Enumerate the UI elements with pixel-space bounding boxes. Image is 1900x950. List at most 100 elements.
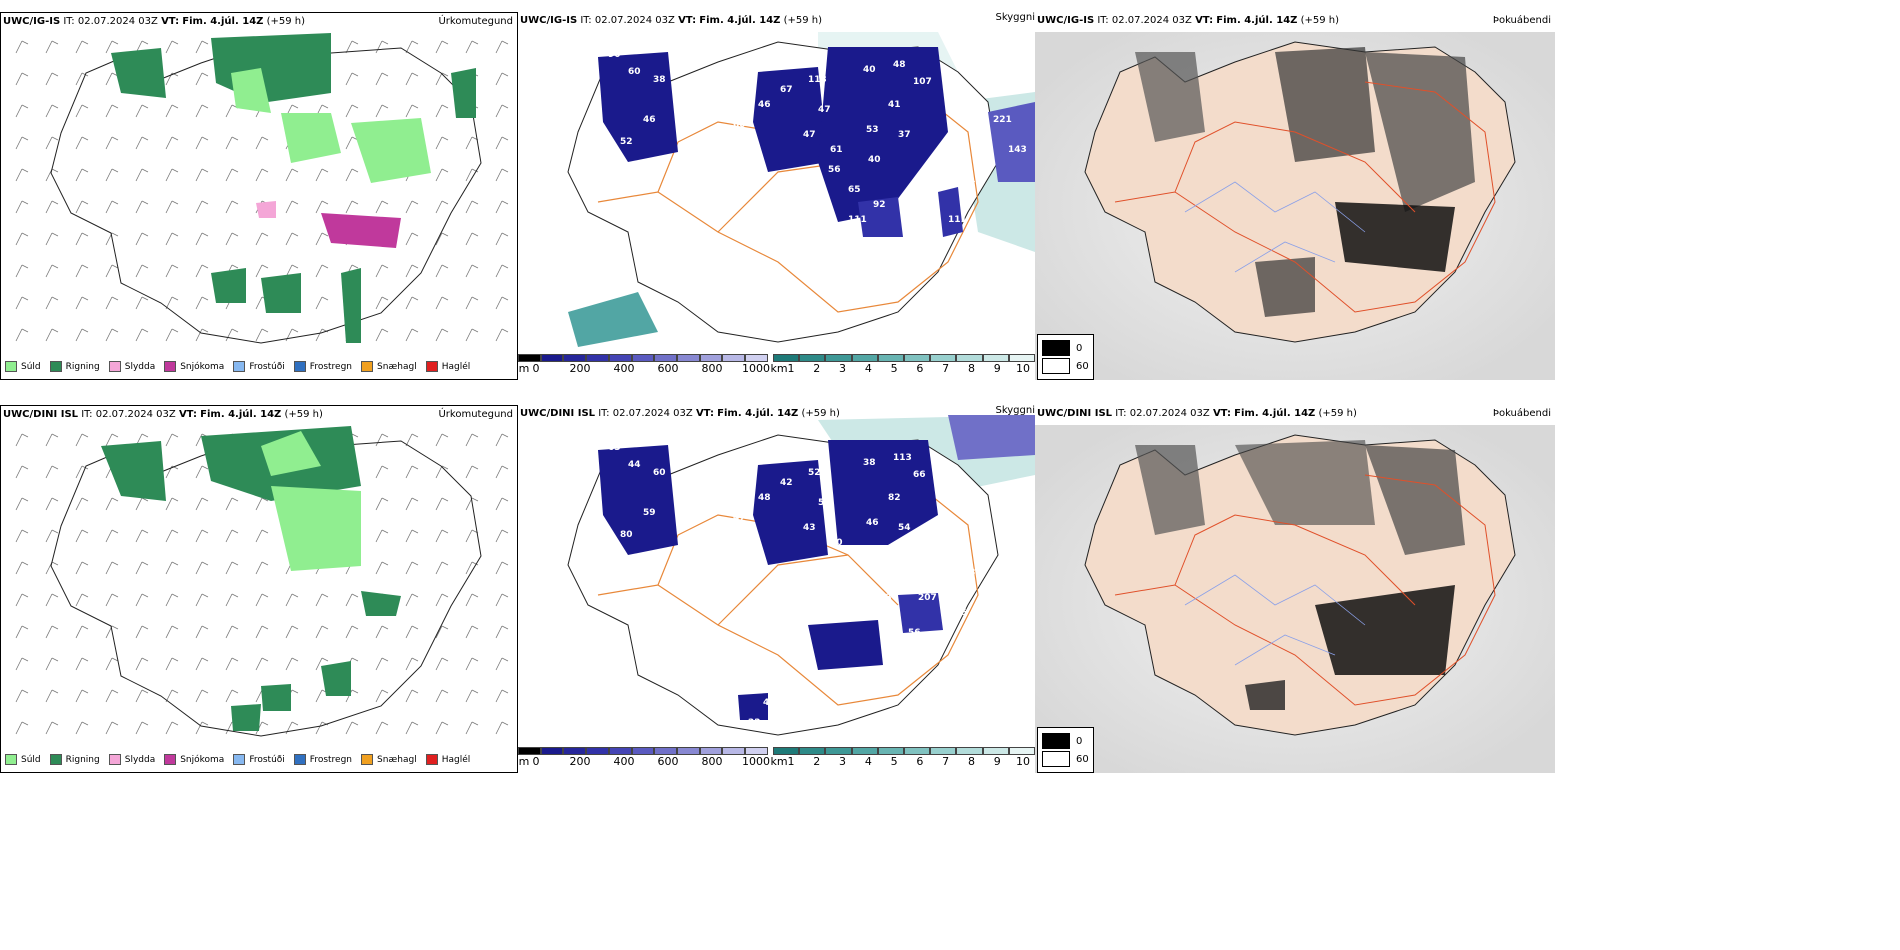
legend-label: Frostregn [309,361,353,372]
colorbar-tick-label: 6 [916,755,924,768]
wind-barb [285,200,299,214]
cloud-base-label: 113 [893,453,912,463]
ceiling-colorbar-ticks: m 0 200 400 600 800 1000 [518,362,770,376]
colorbar-unit: m [518,755,530,768]
wind-barb [465,296,479,310]
legend-label: Snæhagl [377,754,417,765]
fog-legend-value: 60 [1076,753,1089,765]
cloud-base-label: 38 [653,75,666,85]
colorbar-cell [982,354,1009,362]
wind-barb [495,200,509,214]
cloud-base-label: 47 [733,513,746,523]
cloud-base-label: 51 [918,200,931,210]
legend-label: Rigning [65,361,100,372]
wind-barb [75,264,89,278]
wind-barb [495,465,509,479]
wind-barb [165,561,179,575]
colorbar-cell [877,747,904,755]
cloud-value-labels: 90 60 38 43 46 52 73 60 46 67 113 47 47 61 56 43 40 48 107… [608,50,1027,337]
wind-barb [405,328,419,342]
wind-barb [105,296,119,310]
fog-shading [1135,47,1475,317]
lead-time: (+59 h) [783,15,823,26]
legend-item: Frostúði [233,361,285,372]
wind-barb [465,328,479,342]
wind-barb [255,593,269,607]
model-name: UWC/DINI ISL [3,409,79,420]
wind-barb [375,465,389,479]
colorbar-cell [631,354,655,362]
colorbar-tick-label: 5 [890,755,898,768]
wind-barb [165,232,179,246]
cloud-base-label: 55 [723,493,736,503]
wind-barb [315,264,329,278]
cloud-base-label: 59 [643,508,656,518]
wind-barb [225,168,239,182]
cloud-base-label: 343 [873,593,892,603]
colorbar-unit: km [770,362,788,375]
wind-barb [495,657,509,671]
wind-barb [375,721,389,735]
legend-swatch [361,361,374,372]
wind-barb [165,689,179,703]
wind-barb [225,200,239,214]
fog-panel-bottom: UWC/DINI ISL IT: 02.07.2024 03Z VT: Fim.… [1035,405,1555,773]
legend-item: Rigning [49,754,100,765]
wind-barb [75,625,89,639]
legend-item: Haglél [425,754,470,765]
fog-legend-swatch [1042,733,1070,749]
wind-barb [465,689,479,703]
colorbar-tick-label: 4 [864,362,872,375]
wind-barb [75,561,89,575]
colorbar-cell [563,747,587,755]
wind-barb [45,264,59,278]
legend-swatch [108,754,121,765]
wind-barb [45,328,59,342]
wind-barb [15,40,29,54]
wind-barb [165,657,179,671]
wind-barb [195,72,209,86]
cloud-base-label: 42 [763,698,776,708]
legend-swatch [293,361,306,372]
fog-legend-value: 0 [1076,342,1083,354]
wind-barb [135,168,149,182]
cloud-base-label: 63 [608,443,621,453]
colorbar-tick-label: 9 [993,362,1001,375]
legend-label: Rigning [65,754,100,765]
cloud-base-label: 221 [993,115,1012,125]
wind-barb [375,433,389,447]
wind-barb [255,232,269,246]
wind-barb [285,328,299,342]
wind-barb [435,168,449,182]
cloud-base-label: 60 [653,468,666,478]
wind-barb [45,200,59,214]
wind-barb [465,561,479,575]
wind-barb [15,72,29,86]
colorbar-tick-label: 200 [569,755,591,768]
wind-barb [405,593,419,607]
it-label: IT: [598,408,610,419]
wind-barb [375,529,389,543]
wind-barb [405,104,419,118]
cloud-blobs [598,47,1035,237]
precip-panel-bottom: UWC/DINI ISL IT: 02.07.2024 03Z VT: Fim.… [0,405,518,773]
wind-barb [345,72,359,86]
cloud-panel-top: UWC/IG-IS IT: 02.07.2024 03Z VT: Fim. 4.… [518,12,1035,380]
cloud-base-label: 43 [803,523,816,533]
wind-barb [15,689,29,703]
legend-label: Frostúði [249,754,285,765]
cloud-base-label: 66 [913,470,926,480]
cloud-base-label: 41 [748,673,761,683]
visibility-colorbar-swatches [773,747,1035,755]
vt-value: Fim. 4.júl. 14Z [699,15,781,26]
wind-barb [435,689,449,703]
cloud-base-label: 116 [963,175,982,185]
wind-barb [495,296,509,310]
wind-barb [195,657,209,671]
wind-barb [435,561,449,575]
fog-map [1035,425,1555,773]
cloud-base-label: 83 [763,305,776,315]
wind-barb [495,561,509,575]
cloud-base-label: 113 [808,75,827,85]
wind-barb [465,497,479,511]
